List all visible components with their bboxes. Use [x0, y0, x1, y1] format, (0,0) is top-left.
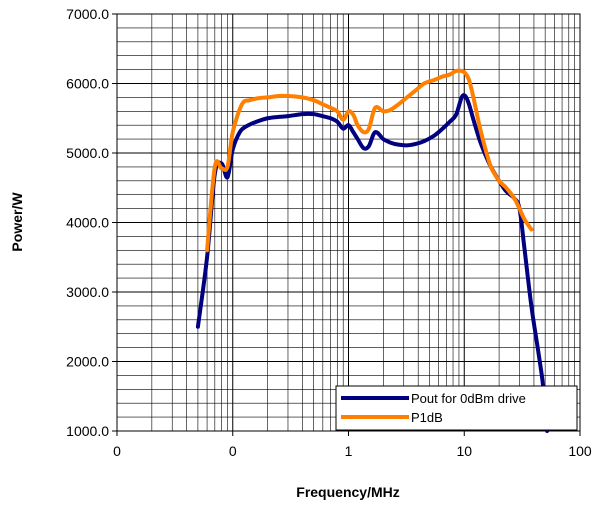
- series-layer: [195, 68, 550, 433]
- legend: Pout for 0dBm drive P1dB: [335, 385, 578, 431]
- y-tick-label: 3000.0: [66, 284, 109, 300]
- series-line-p1db: [205, 68, 534, 253]
- y-axis-ticks: 1000.0 2000.0 3000.0 4000.0 5000.0 6000.0 7000…: [66, 6, 117, 439]
- y-tick-label: 2000.0: [66, 354, 109, 370]
- legend-label-pout: Pout for 0dBm drive: [411, 391, 526, 406]
- x-tick-label: 0: [229, 443, 237, 459]
- x-tick-label: 10: [456, 443, 472, 459]
- y-tick-label: 1000.0: [66, 423, 109, 439]
- legend-box: [335, 385, 578, 431]
- y-axis-title: Power/W: [9, 192, 25, 252]
- grid-layer: [116, 13, 580, 432]
- x-tick-label: 100: [568, 443, 592, 459]
- y-tick-label: 7000.0: [66, 6, 109, 22]
- y-tick-label: 6000.0: [66, 76, 109, 92]
- x-axis-ticks: 0 0 1 10 100: [113, 431, 592, 459]
- legend-label-p1db: P1dB: [411, 410, 443, 425]
- x-tick-label: 1: [345, 443, 353, 459]
- x-tick-label: 0: [113, 443, 121, 459]
- y-tick-label: 4000.0: [66, 215, 109, 231]
- y-tick-label: 5000.0: [66, 145, 109, 161]
- x-axis-title: Frequency/MHz: [296, 484, 399, 500]
